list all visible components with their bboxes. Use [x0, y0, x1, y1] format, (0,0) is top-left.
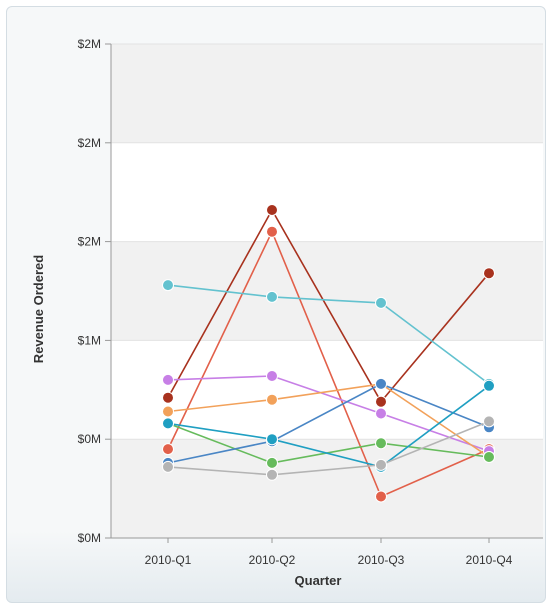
x-axis-title: Quarter [295, 573, 342, 588]
chart-panel: $0M $0M $1M $2M $2M $2M 2010-Q1 2010-Q2 2010-Q3… [6, 6, 546, 603]
data-point[interactable] [375, 395, 387, 408]
data-point[interactable] [375, 407, 387, 420]
x-axis-tick-labels: 2010-Q1 2010-Q2 2010-Q3 2010-Q4 [145, 538, 513, 567]
data-point[interactable] [375, 296, 387, 309]
x-tick-label: 2010-Q1 [145, 553, 192, 567]
series-line [167, 383, 490, 464]
data-point[interactable] [483, 451, 495, 463]
data-point[interactable] [375, 377, 387, 390]
y-tick-label: $0M [78, 432, 101, 446]
data-point[interactable] [162, 373, 174, 386]
series-points [162, 204, 495, 503]
y-axis-title: Revenue Ordered [31, 255, 46, 363]
y-tick-label: $0M [78, 531, 101, 545]
series-line [167, 420, 490, 476]
data-point[interactable] [162, 460, 174, 473]
data-point[interactable] [483, 415, 495, 428]
data-point[interactable] [162, 417, 174, 430]
x-tick-label: 2010-Q4 [466, 553, 513, 567]
y-axis-tick-labels: $0M $0M $1M $2M $2M $2M [78, 37, 101, 545]
y-tick-label: $2M [78, 136, 101, 150]
data-point[interactable] [375, 458, 387, 471]
x-tick-label: 2010-Q3 [358, 553, 405, 567]
y-tick-label: $1M [78, 333, 101, 347]
series-line [167, 208, 490, 404]
data-point[interactable] [266, 433, 278, 446]
x-tick-label: 2010-Q2 [249, 553, 296, 567]
data-point[interactable] [483, 379, 495, 392]
data-point[interactable] [266, 468, 278, 481]
y-tick-label: $2M [78, 37, 101, 51]
data-point[interactable] [266, 456, 278, 469]
series-lines [167, 208, 490, 498]
data-point[interactable] [162, 279, 174, 292]
plot-bands [111, 44, 543, 538]
data-point[interactable] [266, 204, 278, 216]
data-point[interactable] [162, 391, 174, 404]
y-tick-label: $2M [78, 235, 101, 249]
series-line [167, 383, 490, 458]
data-point[interactable] [375, 490, 387, 503]
data-point[interactable] [162, 405, 174, 418]
data-point[interactable] [483, 267, 495, 280]
series-line [167, 375, 490, 452]
plot-band [111, 44, 543, 143]
series-line [167, 284, 490, 385]
line-chart: $0M $0M $1M $2M $2M $2M 2010-Q1 2010-Q2 2010-Q3… [31, 37, 543, 588]
plot-band [111, 439, 543, 538]
series-line [167, 385, 490, 468]
data-point[interactable] [266, 225, 278, 238]
data-point[interactable] [266, 393, 278, 406]
data-point[interactable] [266, 290, 278, 303]
data-point[interactable] [266, 370, 278, 382]
data-point[interactable] [375, 437, 387, 450]
axes [110, 44, 543, 539]
plot-band [111, 241, 543, 341]
series-line [167, 229, 490, 498]
data-point[interactable] [162, 443, 174, 456]
